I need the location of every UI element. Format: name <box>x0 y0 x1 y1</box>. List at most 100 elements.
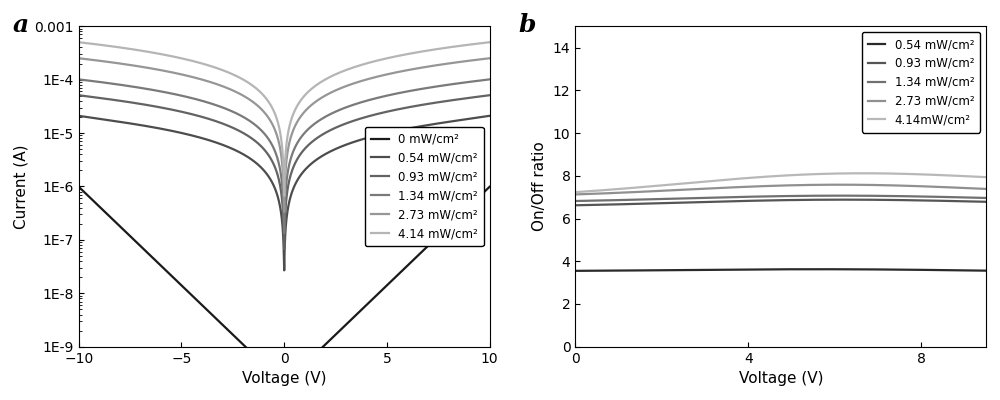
Y-axis label: On/Off ratio: On/Off ratio <box>532 142 547 231</box>
2.73 mW/cm² <box>569 192 581 197</box>
0.54 mW/cm² <box>73 114 85 118</box>
2.73 mW/cm² <box>230 90 242 94</box>
0.93 mW/cm² <box>569 203 581 208</box>
4.14 mW/cm² <box>476 41 488 46</box>
Line: 4.14 mW/cm²: 4.14 mW/cm² <box>79 42 490 196</box>
0.93 mW/cm² <box>767 198 779 203</box>
1.34 mW/cm² <box>73 77 85 82</box>
1.34 mW/cm² <box>569 199 581 204</box>
0.93 mW/cm² <box>230 127 242 132</box>
2.73 mW/cm² <box>980 186 992 191</box>
0.54 mW/cm² <box>907 267 919 272</box>
2.73 mW/cm² <box>764 184 776 188</box>
2.73 mW/cm² <box>792 183 804 188</box>
2.73 mW/cm² <box>120 62 132 67</box>
4.14 mW/cm² <box>484 40 496 45</box>
0.93 mW/cm² <box>73 93 85 98</box>
0.93 mW/cm² <box>764 198 776 203</box>
1.34 mW/cm² <box>476 78 488 83</box>
Y-axis label: Current (A): Current (A) <box>14 144 29 229</box>
X-axis label: Voltage (V): Voltage (V) <box>242 371 326 386</box>
Line: 2.73 mW/cm²: 2.73 mW/cm² <box>79 58 490 212</box>
0.54 mW/cm² <box>248 159 260 164</box>
0 mW/cm² <box>230 336 242 340</box>
0.93 mW/cm² <box>248 138 260 142</box>
1.34 mW/cm² <box>907 194 919 199</box>
Legend: 0.54 mW/cm², 0.93 mW/cm², 1.34 mW/cm², 2.73 mW/cm², 4.14mW/cm²: 0.54 mW/cm², 0.93 mW/cm², 1.34 mW/cm², 2… <box>862 32 980 132</box>
2.73 mW/cm² <box>484 56 496 61</box>
1.34 mW/cm² <box>248 122 260 126</box>
1.34 mW/cm² <box>971 195 983 200</box>
Line: 0.93 mW/cm²: 0.93 mW/cm² <box>575 200 986 205</box>
4.14mW/cm² <box>971 174 983 179</box>
4.14 mW/cm² <box>120 46 132 51</box>
Line: 0.93 mW/cm²: 0.93 mW/cm² <box>79 95 490 249</box>
2.73 mW/cm² <box>907 184 919 188</box>
2.73 mW/cm² <box>814 182 826 187</box>
0.93 mW/cm² <box>971 199 983 204</box>
4.14 mW/cm² <box>278 194 290 198</box>
1.34 mW/cm² <box>792 194 804 198</box>
4.14mW/cm² <box>767 174 779 179</box>
2.73 mW/cm² <box>767 184 779 188</box>
0 mW/cm² <box>73 184 85 189</box>
0.54 mW/cm² <box>476 115 488 120</box>
0.54 mW/cm² <box>815 267 827 272</box>
0.54 mW/cm² <box>230 148 242 153</box>
Line: 0 mW/cm²: 0 mW/cm² <box>79 187 490 384</box>
0 mW/cm² <box>248 353 260 358</box>
Line: 1.34 mW/cm²: 1.34 mW/cm² <box>575 196 986 201</box>
1.34 mW/cm² <box>144 87 156 92</box>
0.93 mW/cm² <box>144 103 156 108</box>
0.54 mW/cm² <box>484 114 496 118</box>
4.14mW/cm² <box>764 174 776 179</box>
Line: 1.34 mW/cm²: 1.34 mW/cm² <box>79 79 490 233</box>
0.54 mW/cm² <box>980 268 992 273</box>
4.14mW/cm² <box>980 175 992 180</box>
1.34 mW/cm² <box>120 83 132 88</box>
4.14mW/cm² <box>569 190 581 194</box>
0 mW/cm² <box>484 184 496 189</box>
4.14 mW/cm² <box>230 74 242 78</box>
4.14mW/cm² <box>907 172 919 176</box>
1.34 mW/cm² <box>834 193 846 198</box>
1.34 mW/cm² <box>230 111 242 116</box>
0.54 mW/cm² <box>811 267 823 272</box>
0.54 mW/cm² <box>767 267 779 272</box>
4.14mW/cm² <box>792 172 804 177</box>
0.93 mW/cm² <box>120 99 132 104</box>
2.73 mW/cm² <box>834 182 846 187</box>
0 mW/cm² <box>144 253 156 258</box>
0.93 mW/cm² <box>476 94 488 99</box>
0 mW/cm² <box>431 234 443 239</box>
1.34 mW/cm² <box>431 84 443 89</box>
0 mW/cm² <box>120 230 132 234</box>
0.54 mW/cm² <box>431 121 443 126</box>
4.14mW/cm² <box>857 171 869 176</box>
0.93 mW/cm² <box>431 100 443 105</box>
1.34 mW/cm² <box>278 231 290 236</box>
1.34 mW/cm² <box>767 194 779 199</box>
0.54 mW/cm² <box>569 268 581 273</box>
0.93 mW/cm² <box>814 197 826 202</box>
0.54 mW/cm² <box>120 120 132 125</box>
0 mW/cm² <box>476 192 488 197</box>
0.93 mW/cm² <box>980 199 992 204</box>
4.14 mW/cm² <box>73 40 85 45</box>
0.54 mW/cm² <box>144 124 156 129</box>
0.93 mW/cm² <box>278 247 290 252</box>
4.14mW/cm² <box>814 172 826 176</box>
2.73 mW/cm² <box>971 186 983 191</box>
2.73 mW/cm² <box>476 57 488 62</box>
2.73 mW/cm² <box>73 56 85 61</box>
2.73 mW/cm² <box>431 63 443 68</box>
0.54 mW/cm² <box>764 267 776 272</box>
Text: a: a <box>13 13 29 37</box>
1.34 mW/cm² <box>980 196 992 200</box>
1.34 mW/cm² <box>814 193 826 198</box>
4.14 mW/cm² <box>144 50 156 54</box>
Line: 2.73 mW/cm²: 2.73 mW/cm² <box>575 185 986 194</box>
Line: 4.14mW/cm²: 4.14mW/cm² <box>575 173 986 192</box>
4.14 mW/cm² <box>248 84 260 89</box>
2.73 mW/cm² <box>248 100 260 105</box>
